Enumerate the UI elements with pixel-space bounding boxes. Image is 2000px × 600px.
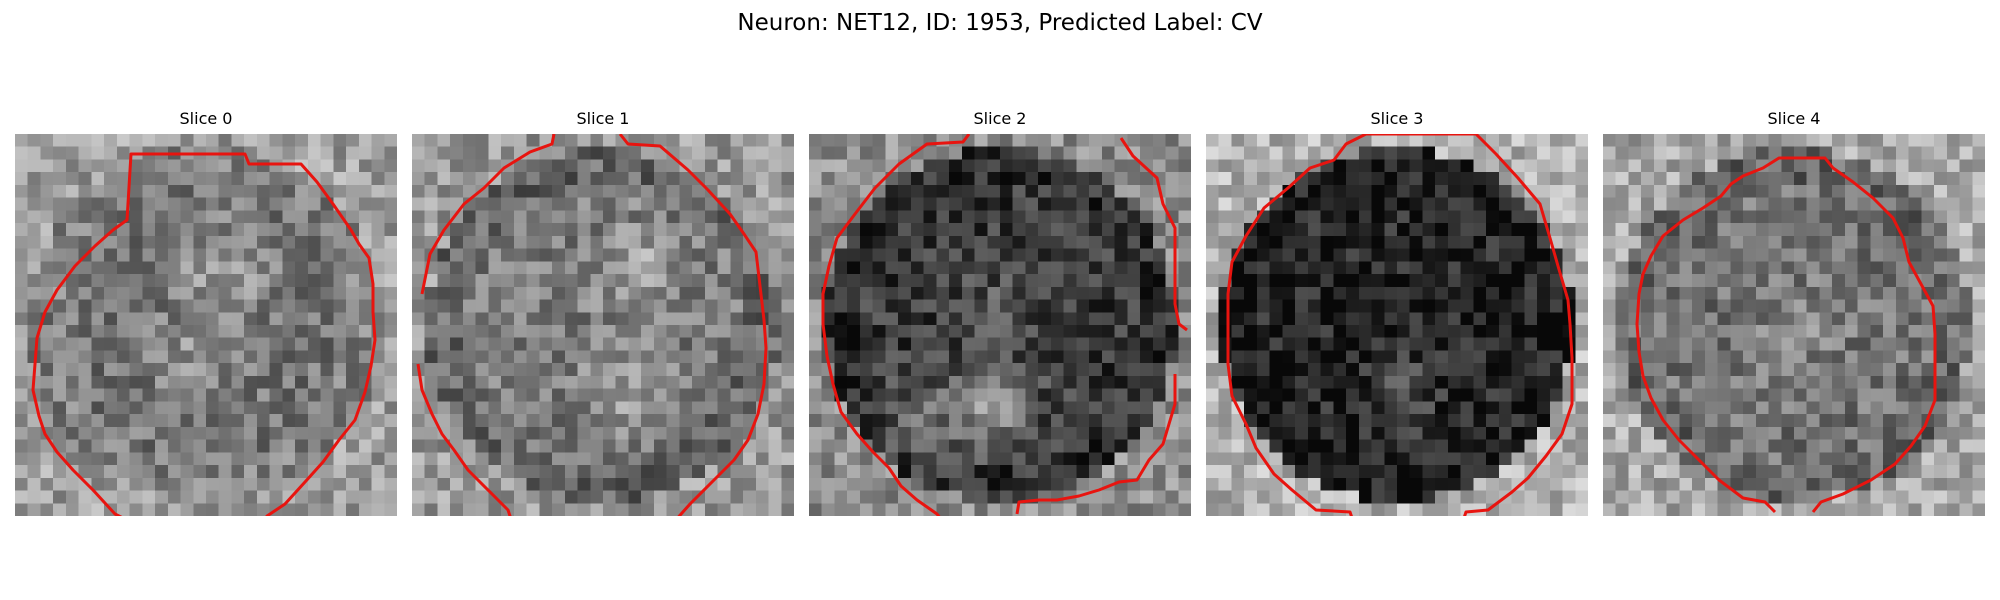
slice-panel-0: Slice 0 (15, 108, 397, 518)
slice-image (1603, 134, 1985, 516)
roi-contour (416, 134, 768, 516)
slice-title: Slice 2 (973, 109, 1027, 128)
slice-title: Slice 3 (1370, 109, 1424, 128)
slice-panel-2: Slice 2 (809, 108, 1191, 518)
slice-panel-3: Slice 3 (1206, 108, 1588, 518)
roi-contour (821, 134, 1188, 516)
slice-image (15, 134, 397, 516)
roi-contour (1226, 134, 1574, 516)
slice-title: Slice 1 (576, 109, 630, 128)
slice-title: Slice 0 (179, 109, 233, 128)
slice-image (412, 134, 794, 516)
slice-image (1206, 134, 1588, 516)
roi-contour (31, 152, 377, 516)
slice-panel-4: Slice 4 (1603, 108, 1985, 518)
slice-panel-1: Slice 1 (412, 108, 794, 518)
figure-title: Neuron: NET12, ID: 1953, Predicted Label… (737, 10, 1263, 36)
slice-title: Slice 4 (1767, 109, 1821, 128)
roi-contour (1635, 156, 1937, 514)
